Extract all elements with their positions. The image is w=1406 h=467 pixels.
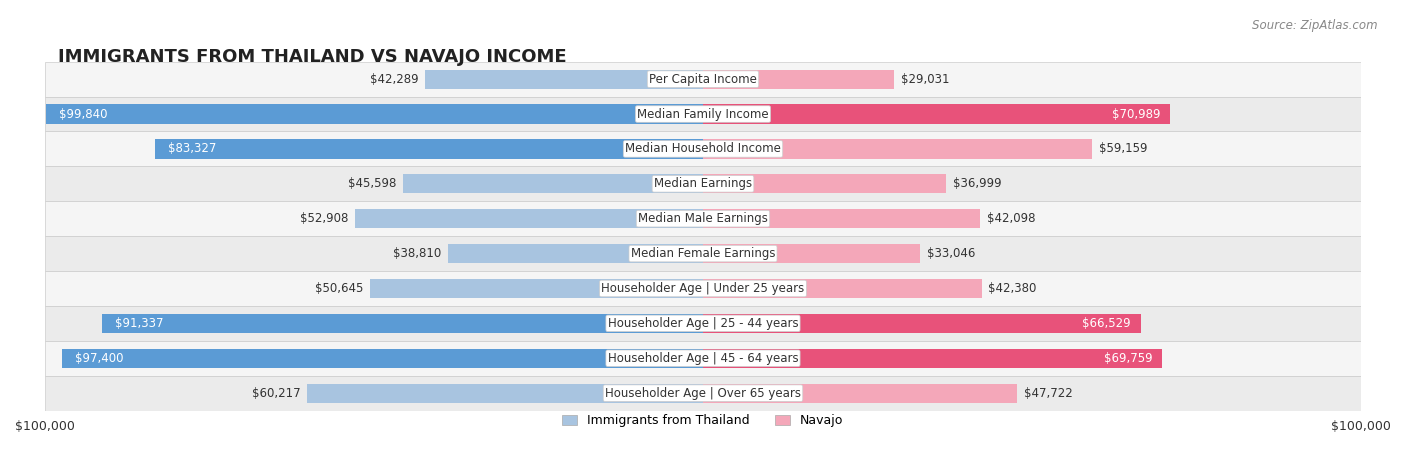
Bar [404, 174, 703, 193]
Text: IMMIGRANTS FROM THAILAND VS NAVAJO INCOME: IMMIGRANTS FROM THAILAND VS NAVAJO INCOM… [58, 48, 567, 66]
Text: $42,289: $42,289 [370, 73, 418, 85]
Bar [46, 105, 703, 124]
Bar [354, 209, 703, 228]
Text: Source: ZipAtlas.com: Source: ZipAtlas.com [1253, 19, 1378, 32]
Text: $60,217: $60,217 [252, 387, 299, 400]
Bar [703, 70, 894, 89]
Text: $47,722: $47,722 [1024, 387, 1073, 400]
Bar [703, 105, 1170, 124]
FancyBboxPatch shape [45, 62, 1361, 97]
Text: Median Earnings: Median Earnings [654, 177, 752, 191]
Text: $50,645: $50,645 [315, 282, 363, 295]
Text: Householder Age | 45 - 64 years: Householder Age | 45 - 64 years [607, 352, 799, 365]
Text: Median Household Income: Median Household Income [626, 142, 780, 156]
Bar [703, 279, 981, 298]
Text: Householder Age | 25 - 44 years: Householder Age | 25 - 44 years [607, 317, 799, 330]
Text: Per Capita Income: Per Capita Income [650, 73, 756, 85]
Text: Householder Age | Over 65 years: Householder Age | Over 65 years [605, 387, 801, 400]
FancyBboxPatch shape [45, 132, 1361, 166]
Bar [447, 244, 703, 263]
Legend: Immigrants from Thailand, Navajo: Immigrants from Thailand, Navajo [558, 409, 848, 432]
Bar [62, 349, 703, 368]
Text: $66,529: $66,529 [1083, 317, 1130, 330]
Text: Householder Age | Under 25 years: Householder Age | Under 25 years [602, 282, 804, 295]
FancyBboxPatch shape [45, 166, 1361, 201]
Text: $36,999: $36,999 [953, 177, 1001, 191]
Bar [703, 139, 1092, 158]
Text: $42,380: $42,380 [988, 282, 1036, 295]
Text: Median Female Earnings: Median Female Earnings [631, 247, 775, 260]
Text: $52,908: $52,908 [299, 212, 349, 225]
Text: $70,989: $70,989 [1112, 107, 1160, 120]
Bar [703, 209, 980, 228]
FancyBboxPatch shape [45, 97, 1361, 132]
Text: $59,159: $59,159 [1099, 142, 1147, 156]
FancyBboxPatch shape [45, 201, 1361, 236]
Text: $33,046: $33,046 [927, 247, 976, 260]
Text: $97,400: $97,400 [75, 352, 124, 365]
FancyBboxPatch shape [45, 271, 1361, 306]
Bar [703, 174, 946, 193]
Bar [703, 383, 1017, 403]
Text: Median Family Income: Median Family Income [637, 107, 769, 120]
FancyBboxPatch shape [45, 376, 1361, 410]
Text: $38,810: $38,810 [392, 247, 441, 260]
Text: $69,759: $69,759 [1104, 352, 1152, 365]
Bar [703, 349, 1161, 368]
Text: $29,031: $29,031 [901, 73, 949, 85]
Bar [703, 244, 921, 263]
Text: $42,098: $42,098 [987, 212, 1035, 225]
Text: $99,840: $99,840 [59, 107, 108, 120]
FancyBboxPatch shape [45, 306, 1361, 341]
Bar [370, 279, 703, 298]
Text: $91,337: $91,337 [115, 317, 163, 330]
Bar [155, 139, 703, 158]
Bar [307, 383, 703, 403]
Text: $45,598: $45,598 [347, 177, 396, 191]
Text: Median Male Earnings: Median Male Earnings [638, 212, 768, 225]
Bar [103, 314, 703, 333]
Bar [425, 70, 703, 89]
Text: $83,327: $83,327 [167, 142, 217, 156]
FancyBboxPatch shape [45, 341, 1361, 376]
Bar [703, 314, 1140, 333]
FancyBboxPatch shape [45, 236, 1361, 271]
